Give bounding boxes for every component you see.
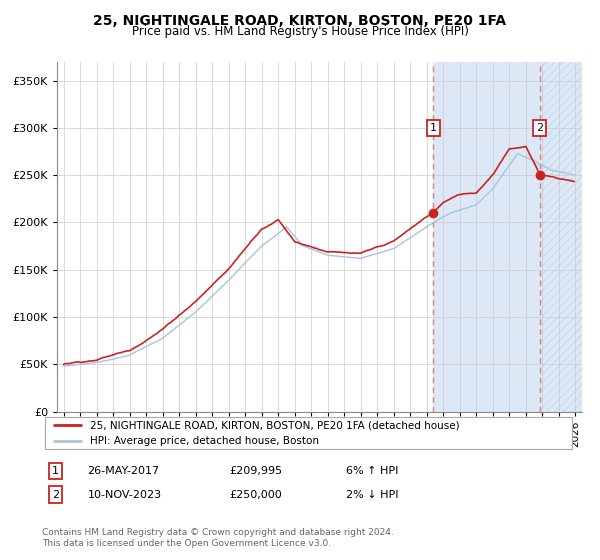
Text: 1: 1 — [430, 123, 437, 133]
Text: 26-MAY-2017: 26-MAY-2017 — [88, 466, 160, 476]
Text: 1: 1 — [52, 466, 59, 476]
Bar — [433, 62, 539, 412]
Bar — [539, 62, 582, 412]
Text: 2: 2 — [52, 489, 59, 500]
Text: Price paid vs. HM Land Registry's House Price Index (HPI): Price paid vs. HM Land Registry's House … — [131, 25, 469, 38]
Text: This data is licensed under the Open Government Licence v3.0.: This data is licensed under the Open Gov… — [42, 539, 331, 548]
Text: 2: 2 — [536, 123, 543, 133]
Text: £250,000: £250,000 — [229, 489, 281, 500]
Text: 25, NIGHTINGALE ROAD, KIRTON, BOSTON, PE20 1FA (detached house): 25, NIGHTINGALE ROAD, KIRTON, BOSTON, PE… — [90, 420, 460, 430]
Bar — [539, 62, 582, 412]
Text: 25, NIGHTINGALE ROAD, KIRTON, BOSTON, PE20 1FA: 25, NIGHTINGALE ROAD, KIRTON, BOSTON, PE… — [94, 14, 506, 28]
FancyBboxPatch shape — [44, 417, 572, 449]
Text: 10-NOV-2023: 10-NOV-2023 — [88, 489, 161, 500]
Text: 2% ↓ HPI: 2% ↓ HPI — [346, 489, 399, 500]
Text: HPI: Average price, detached house, Boston: HPI: Average price, detached house, Bost… — [90, 436, 319, 446]
Text: 6% ↑ HPI: 6% ↑ HPI — [346, 466, 399, 476]
Text: Contains HM Land Registry data © Crown copyright and database right 2024.: Contains HM Land Registry data © Crown c… — [42, 528, 394, 536]
Text: £209,995: £209,995 — [229, 466, 282, 476]
